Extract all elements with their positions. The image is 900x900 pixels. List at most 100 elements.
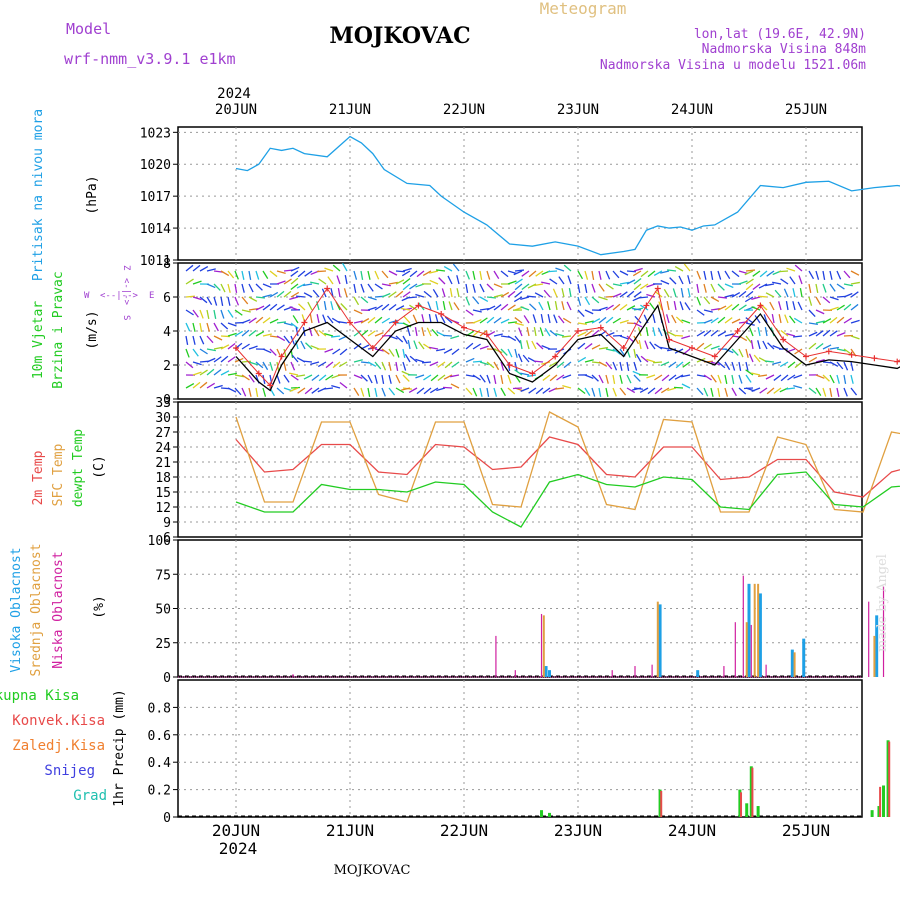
wind-arrow — [836, 270, 842, 280]
wind-arrow — [295, 327, 299, 337]
wind-arrow — [341, 263, 348, 272]
niska-oblacnost-bar — [540, 613, 543, 677]
wind-arrow — [512, 387, 523, 390]
gust-marker — [654, 285, 661, 292]
wind-arrow — [724, 361, 731, 371]
wind-arrow — [843, 348, 852, 355]
wind-arrow — [738, 290, 747, 298]
wind-arrow — [822, 374, 830, 382]
wind-arrow — [649, 302, 656, 311]
wind-arrow — [192, 296, 202, 301]
wind-arrow — [192, 280, 202, 285]
wind-arrow — [451, 348, 460, 356]
wind-arrow — [786, 332, 796, 337]
wind-arrow — [318, 278, 327, 285]
wind-arrow — [327, 276, 334, 285]
gust-marker — [255, 370, 262, 377]
wind-arrow — [829, 374, 835, 384]
wind-arrow — [562, 317, 572, 324]
wind-arrow — [404, 353, 411, 363]
wind-arrow — [353, 330, 362, 337]
konvek-kisa-bar — [740, 792, 743, 817]
niska-oblacnost-bar — [882, 586, 885, 677]
wind-arrow — [234, 387, 242, 396]
wind-arrow — [710, 345, 720, 350]
wind-arrow — [514, 278, 523, 285]
wind-arrow — [227, 356, 236, 363]
wind-arrow — [660, 346, 670, 350]
wind-arrow — [682, 361, 691, 368]
wind-arrow — [633, 361, 638, 371]
wind-arrow — [500, 335, 511, 338]
wind-arrow — [731, 348, 739, 356]
wind-arrow — [220, 270, 230, 277]
wind-arrow — [591, 296, 600, 304]
wind-arrow — [500, 303, 509, 311]
gust-marker — [483, 331, 490, 338]
wind-arrow — [353, 270, 358, 280]
wind-arrow — [547, 270, 558, 273]
wind-arrow — [479, 317, 488, 324]
wind-arrow — [652, 361, 663, 364]
wind-arrow — [406, 327, 411, 337]
wind-arrow — [619, 270, 629, 276]
wind-arrow — [353, 387, 360, 396]
wind-arrow — [381, 361, 387, 371]
wind-arrow — [427, 301, 432, 311]
wind-arrow — [653, 270, 663, 277]
credit-watermark: made by Angel — [875, 554, 890, 652]
wind-arrow — [793, 317, 803, 324]
wind-arrow — [542, 387, 551, 394]
wind-arrow — [710, 283, 716, 293]
wind-arrow — [206, 309, 210, 319]
temperature-side-labels: 2m Temp SFC Temp dewpt Temp (C) — [31, 429, 107, 507]
wind-arrow — [674, 265, 684, 272]
wind-arrow — [248, 329, 257, 337]
wind-arrow — [500, 291, 510, 298]
wind-arrow — [423, 374, 432, 381]
wind-arrow — [724, 270, 731, 280]
wind-arrow — [395, 305, 405, 311]
brzina-line — [235, 303, 900, 392]
wind-arrow — [522, 354, 530, 363]
wind-arrow — [409, 304, 418, 311]
wind-arrow — [199, 296, 208, 304]
wind-arrow — [654, 374, 663, 381]
y-tick-label: 2 — [163, 359, 171, 374]
wind-arrow — [539, 327, 544, 337]
wind-arrow — [773, 374, 782, 381]
wind-arrow — [759, 270, 768, 278]
wind-arrow — [339, 348, 348, 356]
wind-arrow — [290, 322, 299, 329]
wind-arrow — [526, 295, 537, 298]
wind-arrow — [696, 309, 705, 316]
wind-arrow — [416, 387, 425, 395]
wind-arrow — [262, 304, 271, 311]
wind-arrow — [780, 278, 789, 285]
wind-arrow — [227, 296, 231, 306]
visoka-oblacnost-bar — [758, 593, 762, 677]
wind-arrow — [289, 372, 299, 376]
niska-oblacnost-bar — [634, 666, 636, 677]
wind-arrow — [850, 281, 860, 285]
wind-arrow — [507, 290, 516, 298]
wind-arrow — [836, 304, 845, 311]
wind-arrow — [415, 374, 425, 379]
wind-arrow — [429, 279, 439, 285]
footer-station: MOJKOVAC — [334, 863, 411, 878]
wind-arrow — [850, 303, 859, 311]
wind-arrow — [324, 267, 334, 272]
wind-arrow — [456, 288, 460, 298]
y-tick-label: 0 — [163, 811, 171, 826]
wind-arrow — [443, 374, 453, 380]
wind-arrow — [493, 387, 498, 397]
altitude-label: Nadmorska Visina 848m — [702, 42, 867, 57]
wind-arrow — [472, 387, 478, 397]
srednja-oblacnost-bar — [793, 652, 796, 677]
wind-arrow — [507, 270, 517, 275]
wind-arrow — [822, 344, 832, 350]
wind-arrow — [680, 288, 684, 298]
wind-arrow — [836, 283, 845, 290]
wind-arrow — [660, 279, 670, 285]
wind-arrow — [738, 348, 744, 358]
